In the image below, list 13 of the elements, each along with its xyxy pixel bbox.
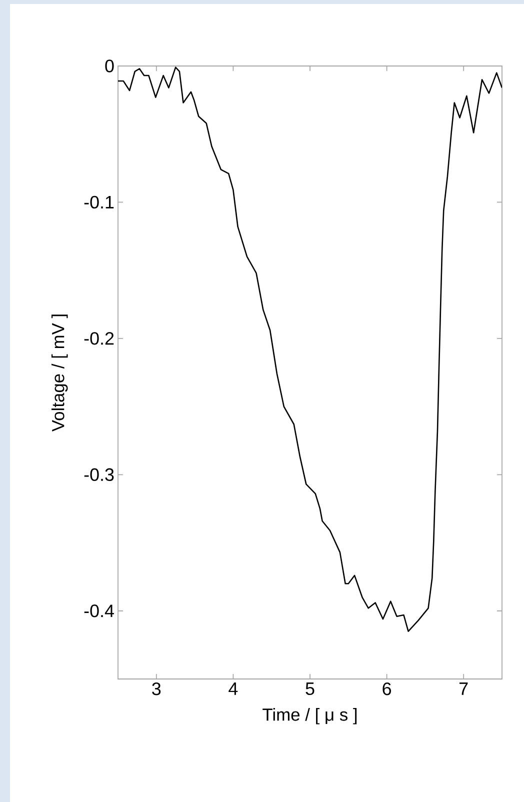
y-tick-label: -0.2 [84, 332, 114, 345]
line-series [118, 66, 502, 632]
x-tick-label: 7 [460, 682, 468, 695]
x-axis-title: Time / [ μ s ] [262, 708, 357, 724]
x-tick-label: 5 [306, 682, 314, 696]
y-tick-label: -0.3 [84, 468, 114, 481]
x-tick-label: 3 [152, 682, 161, 696]
x-tick-label: 6 [382, 682, 391, 696]
x-tick-label: 4 [228, 682, 238, 695]
y-tick-label: 0 [105, 60, 114, 72]
y-axis-title: Voltage / [ mV ] [51, 314, 68, 432]
y-tick-label: -0.1 [84, 196, 114, 209]
y-tick-label: -0.4 [84, 604, 114, 618]
